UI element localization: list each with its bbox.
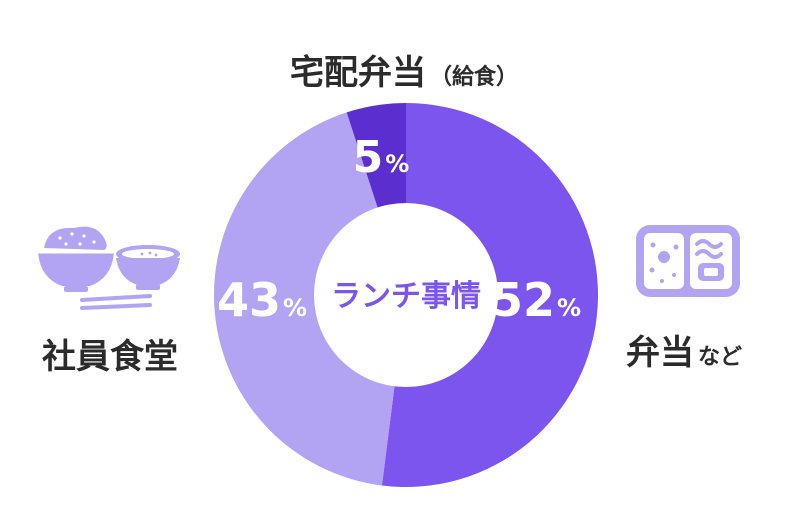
category-suffix-bento: など — [698, 345, 742, 370]
bento-box-icon — [636, 225, 740, 297]
category-label-bento: 弁当 など — [626, 333, 742, 373]
slice-value-delivery: 5 — [353, 132, 384, 183]
rice-bowl-icon — [38, 226, 114, 292]
category-label-cafeteria: 社員食堂 — [42, 337, 178, 377]
category-name-bento: 弁当 — [626, 333, 694, 373]
slice-value-label-delivery: 5% — [353, 132, 410, 183]
slice-value-bento: 52 — [491, 273, 555, 327]
category-label-delivery: 宅配弁当 （給食） — [290, 53, 518, 93]
slice-cafeteria — [213, 112, 406, 486]
slice-value-label-bento: 52% — [491, 273, 581, 327]
chopsticks-icon — [80, 294, 152, 310]
slice-value-cafeteria: 43 — [217, 273, 281, 327]
slice-unit-delivery: % — [385, 150, 409, 178]
soup-bowl-icon — [116, 245, 180, 290]
category-suffix-delivery: （給食） — [430, 64, 518, 90]
center-label: ランチ事情 — [331, 279, 481, 314]
slice-value-label-cafeteria: 43% — [217, 273, 307, 327]
category-name-cafeteria: 社員食堂 — [42, 337, 178, 377]
slice-unit-bento: % — [557, 294, 581, 322]
donut-hole — [314, 203, 498, 387]
category-name-delivery: 宅配弁当 — [290, 53, 426, 93]
slice-unit-cafeteria: % — [283, 294, 307, 322]
